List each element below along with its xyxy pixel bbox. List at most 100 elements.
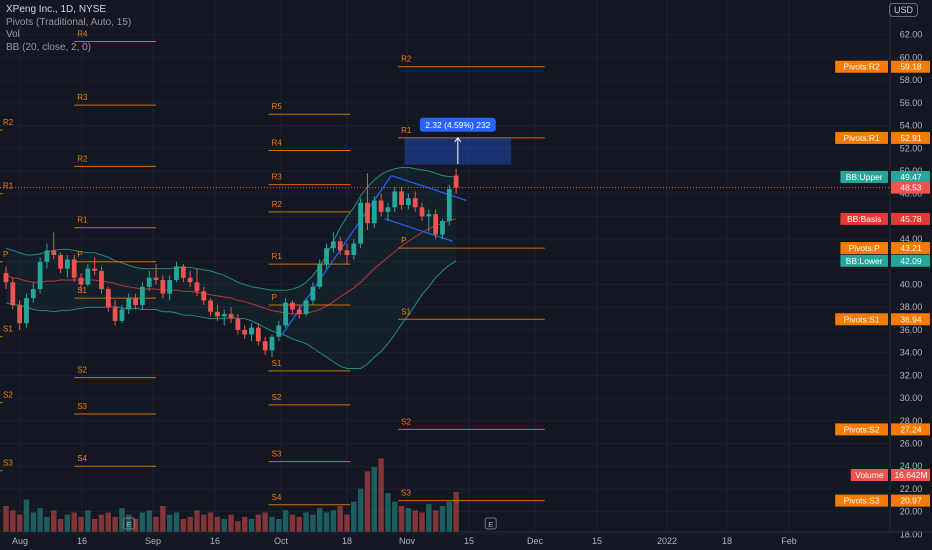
series-value-tag bbox=[891, 423, 930, 436]
pivot-label-r3: R3 bbox=[272, 173, 283, 182]
candle-body bbox=[405, 198, 411, 206]
volume-bar bbox=[296, 516, 302, 532]
candle-body bbox=[249, 327, 254, 335]
price-tick-label: 30.00 bbox=[900, 393, 923, 403]
trend-line[interactable] bbox=[384, 218, 453, 242]
price-tick-label: 54.00 bbox=[900, 121, 923, 131]
candle-body bbox=[351, 243, 357, 255]
volume-bar bbox=[235, 521, 241, 532]
candle-body bbox=[446, 189, 452, 221]
candle-body bbox=[64, 259, 70, 269]
volume-bar bbox=[173, 512, 180, 532]
series-name-tag bbox=[840, 170, 888, 183]
legend-vol[interactable]: Vol bbox=[6, 29, 20, 40]
pivot-label-s1: S1 bbox=[3, 325, 13, 334]
candle-body bbox=[378, 200, 384, 212]
volume-bar bbox=[132, 519, 139, 532]
price-tick-label: 36.00 bbox=[900, 325, 923, 335]
candle-body bbox=[146, 277, 152, 287]
series-name-text: BB:Lower bbox=[846, 256, 883, 266]
legend-bb[interactable]: BB (20, close, 2, 0) bbox=[6, 41, 92, 53]
pivot-label-p: P bbox=[3, 250, 8, 259]
volume-bar bbox=[23, 499, 30, 532]
earnings-badge[interactable] bbox=[484, 517, 497, 530]
time-tick-label: Nov bbox=[399, 536, 416, 546]
legend-pivots[interactable]: Pivots (Traditional, Auto, 15) bbox=[6, 16, 132, 28]
volume-bar bbox=[330, 510, 337, 532]
candle-body bbox=[37, 261, 43, 290]
price-tick-label: 56.00 bbox=[900, 98, 923, 108]
volume-bar bbox=[44, 516, 50, 532]
series-name-text: Pivots:S2 bbox=[844, 424, 880, 434]
candle-body bbox=[337, 241, 343, 251]
candle-body bbox=[412, 198, 418, 208]
price-tick-label: 62.00 bbox=[900, 30, 923, 40]
volume-bar bbox=[371, 467, 377, 532]
volume-bar bbox=[248, 519, 255, 532]
earnings-badge-label: E bbox=[488, 520, 493, 529]
currency-badge[interactable]: USD bbox=[888, 3, 918, 17]
candle-body bbox=[44, 250, 50, 262]
series-value-tag bbox=[891, 212, 930, 225]
time-tick-label: 16 bbox=[77, 536, 87, 546]
price-tick-label: 60.00 bbox=[900, 52, 923, 62]
time-axis[interactable]: Aug 16 Sep 16 Oct 18 Nov 15 Dec 15 2022 18 Feb E E bbox=[0, 517, 932, 546]
measure-tool[interactable]: 2.32 (4.59%) 232 bbox=[404, 117, 512, 165]
pivot-label-s2: S2 bbox=[77, 366, 87, 375]
measure-label: 2.32 (4.59%) 232 bbox=[425, 120, 490, 130]
series-name-text: Pivots:R2 bbox=[843, 62, 880, 72]
time-tick-label: 16 bbox=[210, 536, 220, 546]
volume-bar bbox=[119, 508, 125, 532]
candle-body bbox=[392, 191, 398, 208]
volume-bar bbox=[112, 516, 118, 532]
symbol-title[interactable]: XPeng Inc., 1D, NYSE bbox=[6, 4, 107, 15]
series-name-tag bbox=[835, 494, 888, 507]
time-tick-label: 18 bbox=[342, 536, 352, 546]
time-tick-label: Dec bbox=[527, 536, 544, 546]
candle-body bbox=[276, 325, 282, 337]
volume-bar bbox=[310, 514, 316, 532]
time-tick-label: Oct bbox=[274, 536, 289, 546]
series-name-tag bbox=[835, 423, 888, 436]
indicator-legend[interactable]: XPeng Inc., 1D, NYSE Pivots (Traditional… bbox=[6, 4, 131, 54]
candle-body bbox=[440, 220, 445, 235]
series-name-tag bbox=[835, 131, 888, 144]
candle-body bbox=[201, 291, 207, 301]
pivot-label-s1: S1 bbox=[272, 359, 282, 368]
volume-bar bbox=[57, 519, 64, 532]
price-axis[interactable]: 18.00 20.00 22.00 24.00 26.00 28.00 30.00 32.00… bbox=[889, 0, 932, 550]
series-value-tag bbox=[891, 242, 930, 255]
candle-body bbox=[10, 282, 16, 305]
volume-bar bbox=[357, 488, 364, 532]
earnings-badge[interactable] bbox=[123, 517, 136, 530]
pivot-label-r2: R2 bbox=[77, 154, 88, 163]
candle-body bbox=[317, 264, 323, 287]
volume-bar bbox=[91, 519, 98, 532]
candle-body bbox=[330, 241, 336, 249]
series-value-tag bbox=[891, 131, 930, 144]
series-name-tag bbox=[850, 469, 888, 481]
series-name-tag bbox=[835, 60, 888, 73]
time-tick-label: Sep bbox=[145, 536, 161, 546]
pivot-label-s2: S2 bbox=[401, 417, 411, 426]
candle-body bbox=[433, 214, 439, 235]
candle-body bbox=[365, 202, 370, 224]
volume-bar bbox=[385, 493, 391, 532]
price-tick-label: 18.00 bbox=[900, 529, 923, 539]
time-tick-label: Aug bbox=[12, 536, 28, 546]
volume-bar bbox=[187, 516, 193, 532]
series-value-text: 36.94 bbox=[900, 314, 922, 324]
volume-bar bbox=[453, 491, 459, 532]
volume-bar bbox=[351, 501, 357, 532]
pivot-label-s2: S2 bbox=[3, 391, 13, 400]
trend-line[interactable] bbox=[391, 174, 467, 202]
candle-body bbox=[215, 311, 220, 317]
volume-bar bbox=[269, 516, 275, 532]
candle-body bbox=[119, 309, 125, 321]
series-value-text: 49.47 bbox=[900, 172, 922, 182]
volume-bar bbox=[85, 510, 91, 532]
volume-bar bbox=[439, 506, 446, 532]
candle-body bbox=[167, 279, 173, 294]
